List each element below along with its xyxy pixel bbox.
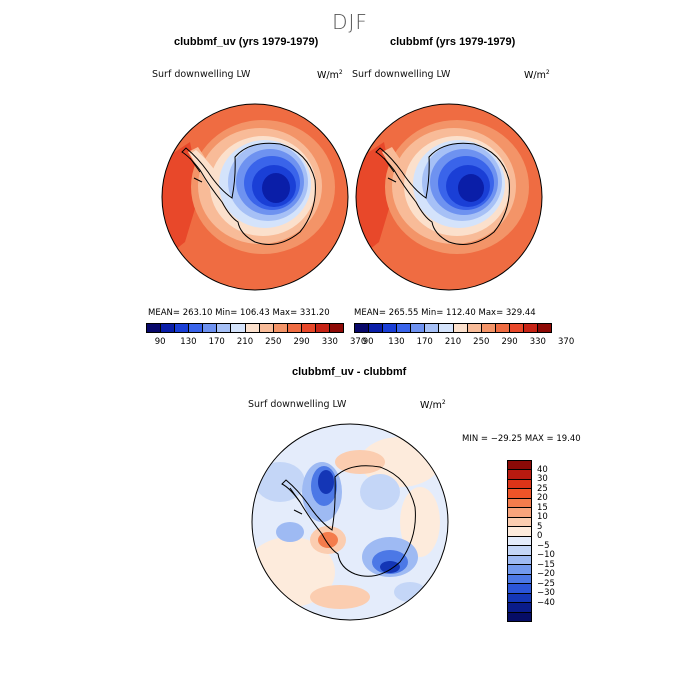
colorbar-tick-label: 250	[265, 337, 282, 347]
diff-stats: MIN = −29.25 MAX = 19.40	[462, 434, 581, 444]
colorbar-swatch	[161, 324, 176, 332]
colorbar-tick-label: 15	[537, 502, 548, 513]
colorbar-tick-label: 330	[529, 337, 546, 347]
colorbar-swatch	[189, 324, 204, 332]
colorbar-tick-label: 0	[537, 531, 543, 542]
colorbar-swatch	[508, 470, 531, 480]
panel2-variable: Surf downwelling LW	[352, 69, 451, 80]
season-title: DJF	[332, 10, 368, 34]
colorbar-swatch	[397, 324, 412, 332]
colorbar-swatch	[495, 324, 510, 332]
colorbar-tick-label: −25	[537, 578, 555, 589]
colorbar-swatch	[508, 603, 531, 613]
colorbar-swatch	[508, 593, 531, 604]
colorbar-swatch	[508, 489, 531, 499]
colorbar-swatch	[301, 324, 316, 332]
colorbar-tick-label: 25	[537, 483, 548, 494]
colorbar-tick-label: 130	[180, 337, 197, 347]
colorbar-tick-label: 20	[537, 493, 548, 504]
colorbar-tick-label: −10	[537, 550, 555, 561]
colorbar-swatch	[369, 324, 384, 332]
colorbar-tick-label: −15	[537, 559, 555, 570]
colorbar-swatch	[259, 324, 274, 332]
colorbar-swatch	[315, 324, 331, 332]
colorbar-tick-label: 30	[537, 474, 548, 485]
colorbar-swatch	[217, 324, 232, 332]
colorbar-swatch	[508, 574, 531, 585]
panel1-colorbar	[146, 323, 344, 333]
diff-colorbar	[507, 460, 532, 622]
colorbar-swatch	[425, 324, 440, 332]
colorbar-swatch	[147, 324, 162, 332]
colorbar-tick-label: 5	[537, 521, 543, 532]
panel1-unit: W/m2	[317, 69, 343, 82]
colorbar-swatch	[508, 612, 531, 621]
colorbar-tick-label: −30	[537, 588, 555, 599]
panel1-variable: Surf downwelling LW	[152, 69, 251, 80]
colorbar-tick-label: 210	[236, 337, 254, 347]
panel1-polar-map	[161, 103, 349, 291]
panel1-stats: MEAN= 263.10 Min= 106.43 Max= 331.20	[148, 308, 330, 318]
colorbar-swatch	[508, 546, 531, 556]
panel2-colorbar	[354, 323, 552, 333]
diff-polar-map	[251, 423, 449, 621]
colorbar-tick-label: −5	[537, 540, 550, 551]
colorbar-swatch	[523, 324, 539, 332]
panel1-title: clubbmf_uv (yrs 1979-1979)	[174, 36, 319, 48]
colorbar-swatch	[287, 324, 302, 332]
panel2-colorbar-ticks: 90 130 170 210 250 290 330 370	[354, 337, 575, 349]
colorbar-swatch	[467, 324, 482, 332]
panel2-title: clubbmf (yrs 1979-1979)	[390, 36, 516, 48]
colorbar-swatch	[411, 324, 426, 332]
colorbar-swatch	[330, 324, 344, 332]
colorbar-swatch	[508, 584, 531, 594]
colorbar-swatch	[481, 324, 496, 332]
diff-unit: W/m2	[420, 399, 446, 412]
colorbar-tick-label: 290	[293, 337, 310, 347]
colorbar-tick-label: 370	[558, 337, 575, 347]
diff-variable: Surf downwelling LW	[248, 399, 347, 410]
colorbar-tick-label: −40	[537, 597, 555, 608]
colorbar-tick-label: 210	[444, 337, 462, 347]
colorbar-tick-label: −20	[537, 569, 555, 580]
colorbar-swatch	[439, 324, 454, 332]
colorbar-swatch	[538, 324, 552, 332]
colorbar-swatch	[508, 461, 531, 471]
panel2-stats: MEAN= 265.55 Min= 112.40 Max= 329.44	[354, 308, 536, 318]
colorbar-tick-label: 370	[350, 337, 367, 347]
panel1-colorbar-ticks: 90 130 170 210 250 290 330 370	[146, 337, 367, 349]
colorbar-tick-label: 170	[208, 337, 225, 347]
colorbar-swatch	[508, 536, 531, 547]
colorbar-swatch	[508, 517, 531, 528]
colorbar-tick-label: 90	[362, 337, 374, 347]
colorbar-swatch	[508, 555, 531, 566]
colorbar-swatch	[508, 479, 531, 490]
colorbar-swatch	[453, 324, 468, 332]
diff-colorbar-ticks: 40 30 25 20 15 10 5 0 −5 −10 −15 −20 −25 −30 −40	[537, 460, 577, 622]
colorbar-tick-label: 130	[388, 337, 405, 347]
colorbar-tick-label: 290	[501, 337, 518, 347]
colorbar-swatch	[509, 324, 524, 332]
panel2-polar-map	[355, 103, 543, 291]
colorbar-tick-label: 330	[321, 337, 338, 347]
colorbar-swatch	[508, 498, 531, 509]
colorbar-tick-label: 250	[473, 337, 490, 347]
diff-title: clubbmf_uv - clubbmf	[292, 366, 407, 378]
colorbar-swatch	[245, 324, 260, 332]
colorbar-swatch	[203, 324, 218, 332]
colorbar-swatch	[231, 324, 246, 332]
colorbar-tick-label: 40	[537, 464, 548, 475]
colorbar-swatch	[175, 324, 190, 332]
colorbar-swatch	[273, 324, 288, 332]
colorbar-tick-label: 10	[537, 512, 548, 523]
colorbar-swatch	[355, 324, 370, 332]
colorbar-swatch	[383, 324, 398, 332]
panel2-unit: W/m2	[524, 69, 550, 82]
colorbar-swatch	[508, 508, 531, 518]
colorbar-swatch	[508, 565, 531, 575]
colorbar-swatch	[508, 527, 531, 537]
colorbar-tick-label: 170	[416, 337, 433, 347]
colorbar-tick-label: 90	[154, 337, 166, 347]
